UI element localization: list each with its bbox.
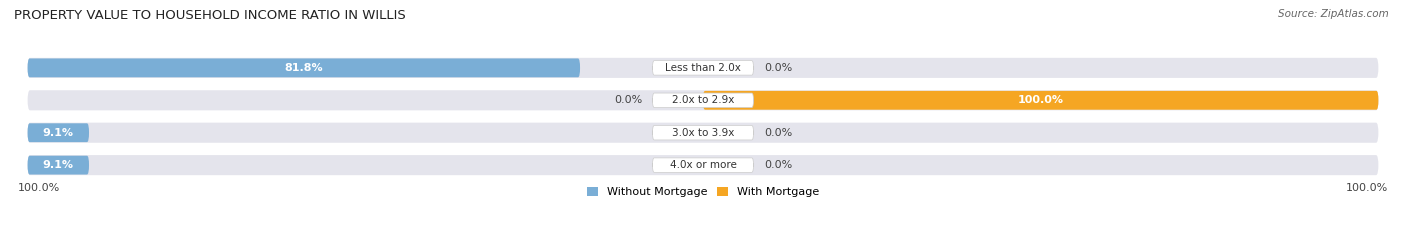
FancyBboxPatch shape bbox=[28, 58, 581, 77]
FancyBboxPatch shape bbox=[28, 58, 1378, 78]
Text: 0.0%: 0.0% bbox=[763, 63, 792, 73]
Text: PROPERTY VALUE TO HOUSEHOLD INCOME RATIO IN WILLIS: PROPERTY VALUE TO HOUSEHOLD INCOME RATIO… bbox=[14, 9, 406, 22]
FancyBboxPatch shape bbox=[28, 155, 1378, 175]
Text: 2.0x to 2.9x: 2.0x to 2.9x bbox=[672, 95, 734, 105]
Text: 100.0%: 100.0% bbox=[1018, 95, 1064, 105]
Text: 9.1%: 9.1% bbox=[42, 128, 73, 138]
Text: 100.0%: 100.0% bbox=[1347, 183, 1389, 193]
Text: 0.0%: 0.0% bbox=[763, 160, 792, 170]
Legend: Without Mortgage, With Mortgage: Without Mortgage, With Mortgage bbox=[588, 187, 818, 197]
FancyBboxPatch shape bbox=[652, 61, 754, 75]
FancyBboxPatch shape bbox=[652, 158, 754, 172]
Text: Less than 2.0x: Less than 2.0x bbox=[665, 63, 741, 73]
FancyBboxPatch shape bbox=[28, 123, 89, 142]
Text: 0.0%: 0.0% bbox=[614, 95, 643, 105]
FancyBboxPatch shape bbox=[703, 91, 1378, 110]
FancyBboxPatch shape bbox=[652, 126, 754, 140]
Text: 9.1%: 9.1% bbox=[42, 160, 73, 170]
Text: 3.0x to 3.9x: 3.0x to 3.9x bbox=[672, 128, 734, 138]
Text: 100.0%: 100.0% bbox=[17, 183, 59, 193]
Text: 4.0x or more: 4.0x or more bbox=[669, 160, 737, 170]
Text: Source: ZipAtlas.com: Source: ZipAtlas.com bbox=[1278, 9, 1389, 19]
Text: 81.8%: 81.8% bbox=[284, 63, 323, 73]
FancyBboxPatch shape bbox=[28, 90, 1378, 110]
FancyBboxPatch shape bbox=[652, 93, 754, 107]
Text: 0.0%: 0.0% bbox=[763, 128, 792, 138]
FancyBboxPatch shape bbox=[28, 156, 89, 175]
FancyBboxPatch shape bbox=[28, 123, 1378, 143]
